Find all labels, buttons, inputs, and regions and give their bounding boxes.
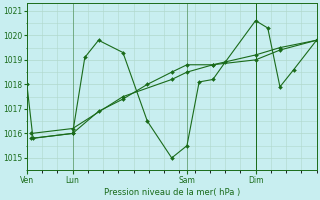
X-axis label: Pression niveau de la mer( hPa ): Pression niveau de la mer( hPa ) <box>104 188 240 197</box>
